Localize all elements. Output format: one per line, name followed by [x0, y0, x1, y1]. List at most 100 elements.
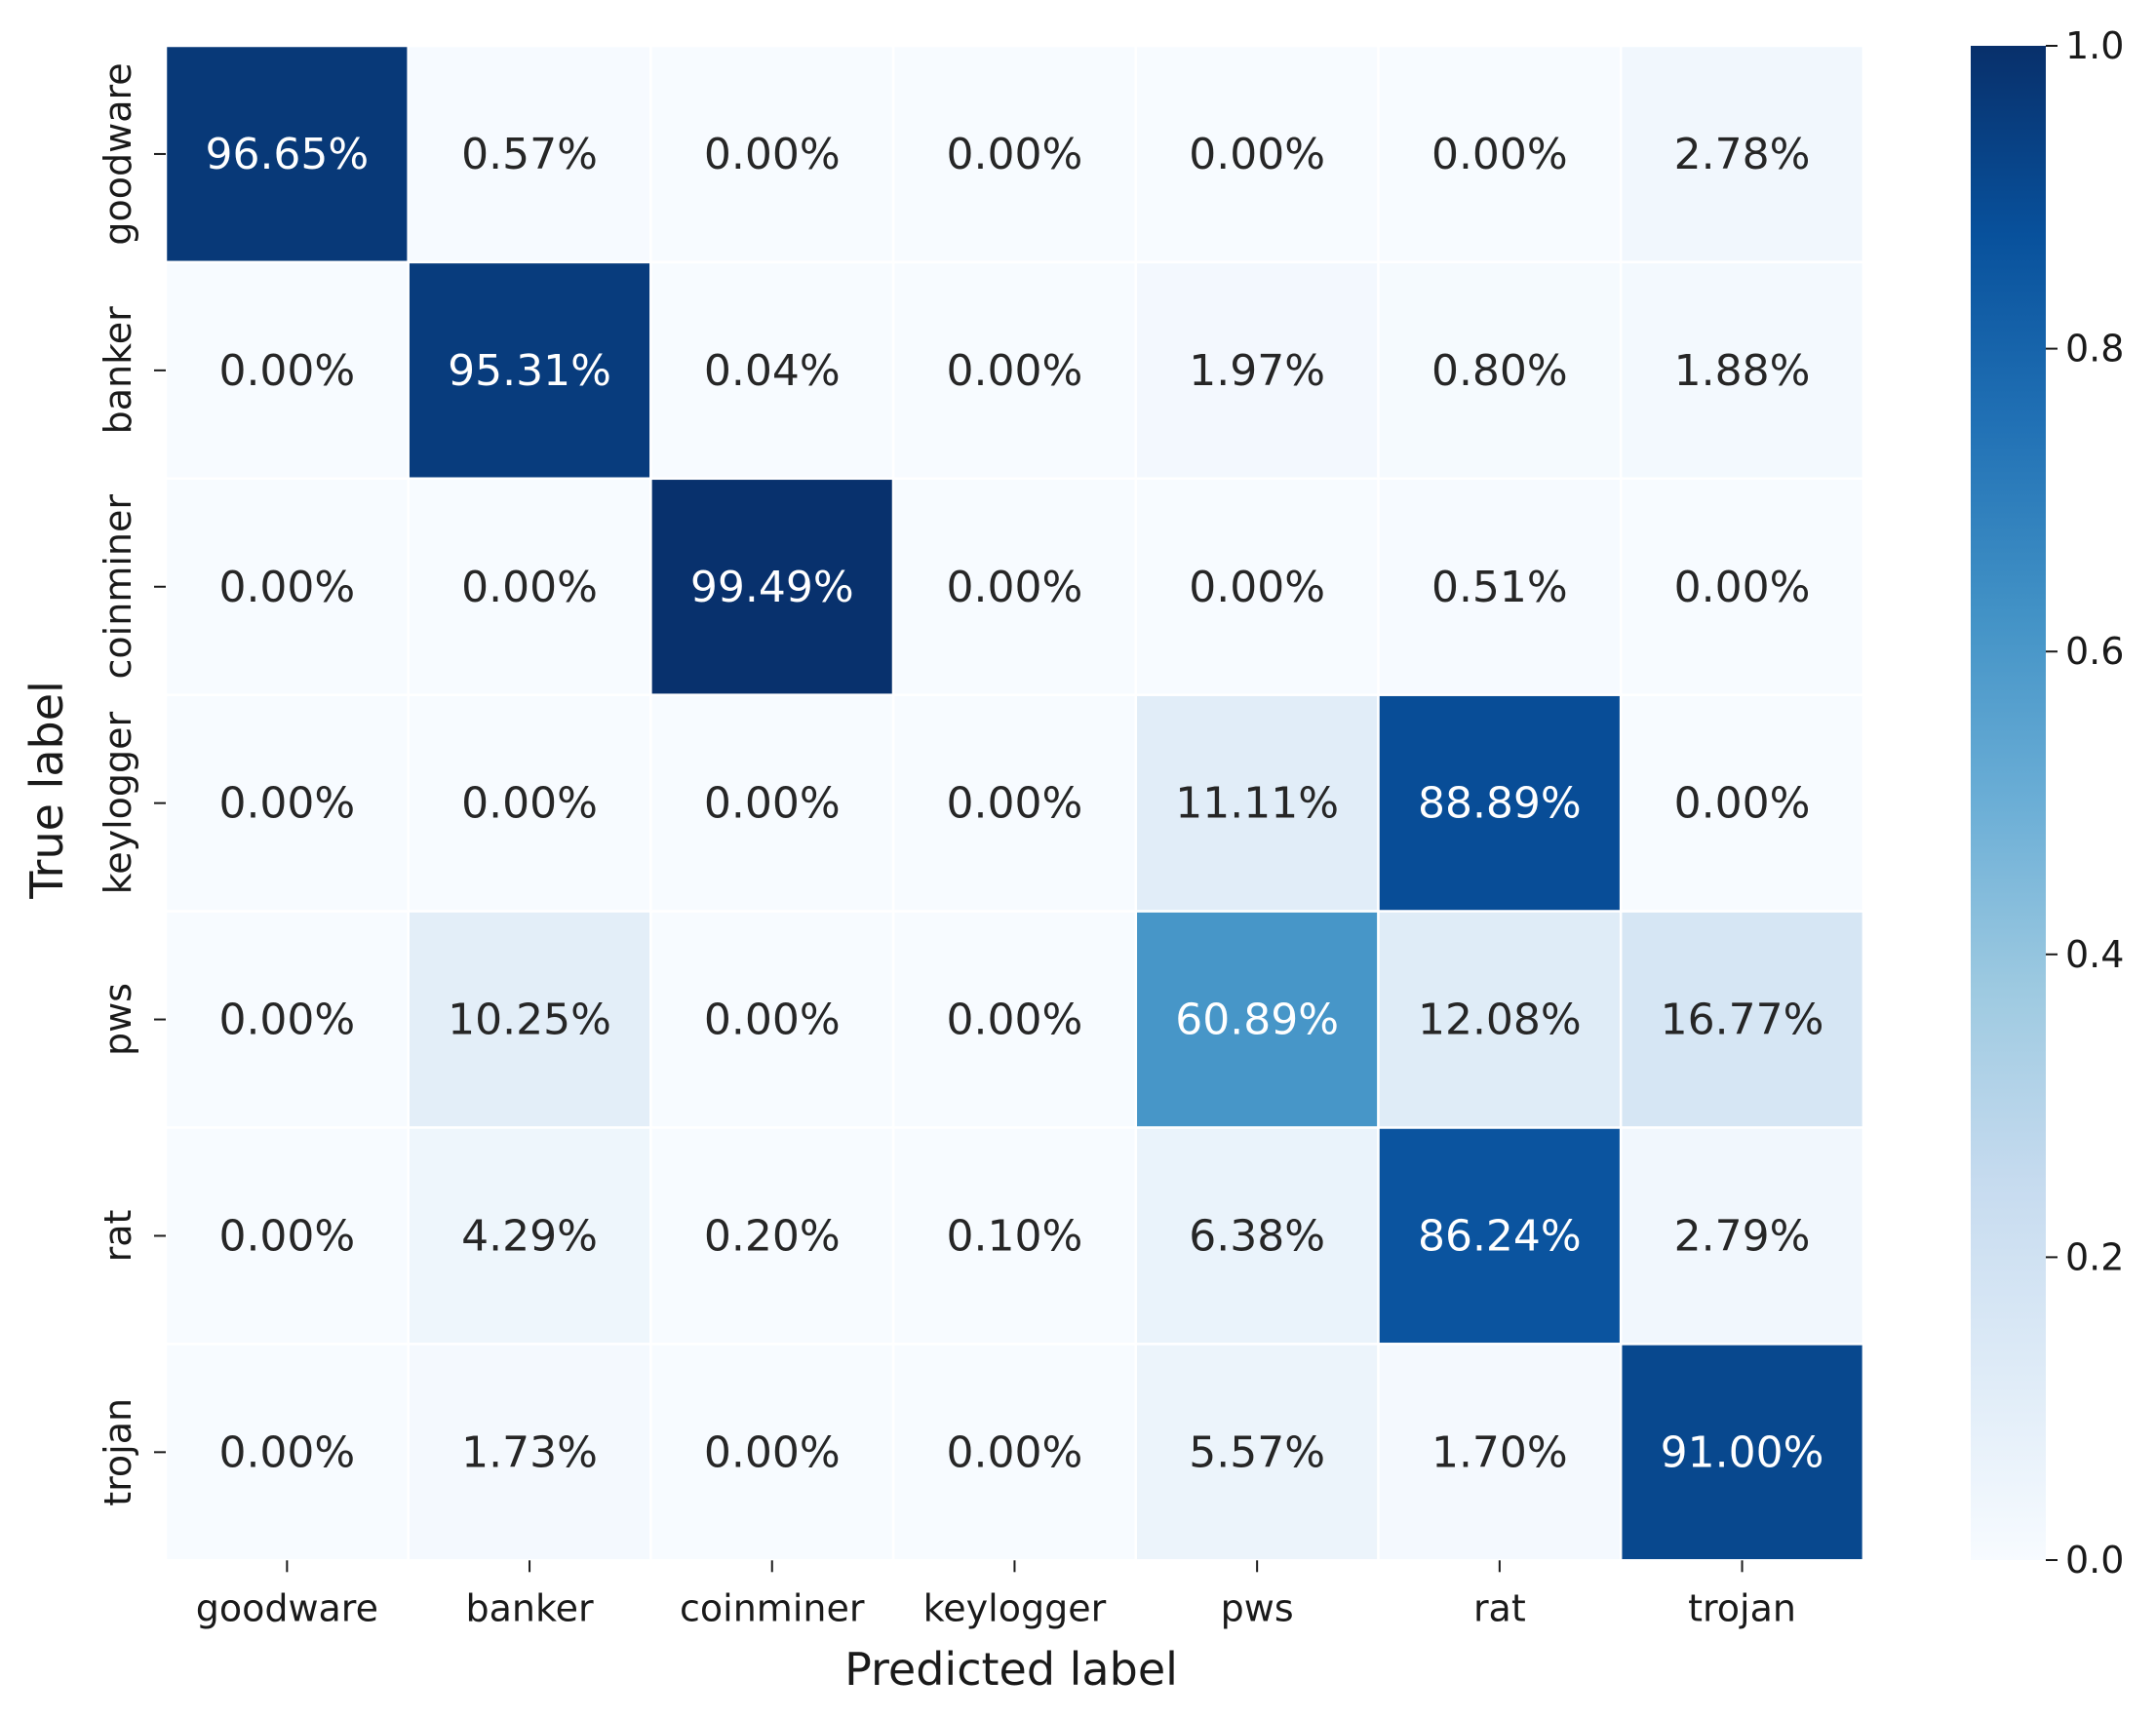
cell-annotation: 0.00% — [947, 130, 1083, 179]
heatmap-cell — [1377, 260, 1623, 481]
cell-annotation: 0.00% — [461, 563, 598, 612]
heatmap-cell — [649, 477, 895, 696]
x-tick-label: coinminer — [680, 1586, 865, 1629]
cell-annotation: 0.00% — [218, 346, 355, 396]
x-tick-label: trojan — [1688, 1586, 1796, 1629]
y-tick-label: pws — [97, 983, 139, 1056]
cell-annotation: 0.51% — [1431, 563, 1568, 612]
heatmap-cell — [1134, 477, 1380, 696]
cell-annotation: 0.00% — [704, 996, 841, 1045]
colorbar — [1971, 46, 2046, 1560]
cell-annotation: 0.00% — [1674, 563, 1811, 612]
cell-annotation: 0.00% — [461, 779, 598, 829]
heatmap-cell — [891, 693, 1138, 913]
heatmap-cell — [164, 44, 410, 264]
heatmap-cell — [1377, 44, 1623, 264]
cell-annotation: 0.00% — [218, 1427, 355, 1477]
cell-annotation: 0.00% — [218, 779, 355, 829]
y-tick-label: keylogger — [97, 711, 139, 894]
heatmap-cell — [891, 1343, 1138, 1562]
colorbar-tick-label: 0.2 — [2065, 1235, 2124, 1278]
cell-annotation: 2.78% — [1674, 130, 1811, 179]
heatmap-cell — [164, 477, 410, 696]
cell-annotation: 5.57% — [1189, 1427, 1325, 1477]
y-axis-title: True label — [20, 681, 73, 900]
colorbar-tick-label: 0.8 — [2065, 328, 2124, 371]
cell-annotation: 2.79% — [1674, 1211, 1811, 1261]
cell-annotation: 0.00% — [1431, 130, 1568, 179]
cell-annotation: 1.70% — [1431, 1427, 1568, 1477]
heatmap-cell — [1619, 693, 1865, 913]
heatmap-cell — [649, 1343, 895, 1562]
x-tick-label: banker — [465, 1586, 594, 1629]
heatmap-cell — [891, 44, 1138, 264]
heatmap-cell — [1377, 1343, 1623, 1562]
heatmap-cells — [164, 44, 1865, 1562]
y-tick-label: coinminer — [97, 494, 139, 680]
heatmap-cell — [1377, 477, 1623, 696]
heatmap-cell — [649, 910, 895, 1129]
cell-annotation: 95.31% — [448, 346, 611, 396]
y-tick-label: trojan — [97, 1398, 139, 1506]
heatmap-cell — [407, 44, 652, 264]
x-tick-label: rat — [1473, 1586, 1526, 1629]
cell-annotations: 96.65% 0.57% 0.00% 0.00% 0.00% 0.00% 2.78% 0.00… — [205, 130, 1823, 1477]
cell-annotation: 12.08% — [1418, 996, 1582, 1045]
cell-annotation: 0.00% — [947, 1427, 1083, 1477]
x-axis-title: Predicted label — [844, 1643, 1178, 1696]
colorbar-tick-label: 1.0 — [2065, 24, 2124, 67]
x-tick-label: goodware — [196, 1586, 378, 1629]
heatmap-cell — [164, 910, 410, 1129]
heatmap-cell — [407, 1126, 652, 1346]
cell-annotation: 0.00% — [1189, 130, 1325, 179]
cell-annotation: 16.77% — [1661, 996, 1824, 1045]
cell-annotation: 0.80% — [1431, 346, 1568, 396]
y-axis-ticks: goodware banker coinminer keylogger pws rat tr… — [97, 62, 166, 1506]
heatmap-cell — [649, 1126, 895, 1346]
cell-annotation: 0.00% — [947, 563, 1083, 612]
cell-annotation: 1.97% — [1189, 346, 1325, 396]
heatmap-cell — [649, 44, 895, 264]
cell-annotation: 60.89% — [1175, 996, 1339, 1045]
cell-annotation: 0.00% — [218, 563, 355, 612]
colorbar-tick-label: 0.0 — [2065, 1539, 2124, 1582]
x-tick-label: keylogger — [923, 1586, 1107, 1629]
heatmap-cell — [1134, 1343, 1380, 1562]
cell-annotation: 1.73% — [461, 1427, 598, 1477]
heatmap-cell — [1619, 1343, 1865, 1562]
heatmap-cell — [1619, 260, 1865, 481]
cell-annotation: 1.88% — [1674, 346, 1811, 396]
heatmap-cell — [164, 1126, 410, 1346]
cell-annotation: 0.57% — [461, 130, 598, 179]
y-tick-label: banker — [97, 306, 139, 435]
cell-annotation: 6.38% — [1189, 1211, 1325, 1261]
cell-annotation: 0.10% — [947, 1211, 1083, 1261]
heatmap-cell — [164, 693, 410, 913]
cell-annotation: 0.00% — [947, 346, 1083, 396]
colorbar-ticks: 0.0 0.2 0.4 0.6 0.8 1.0 — [2046, 24, 2124, 1582]
x-axis-ticks: goodware banker coinminer keylogger pws rat tr… — [196, 1560, 1796, 1629]
heatmap-cell — [1134, 1126, 1380, 1346]
cell-annotation: 0.00% — [1189, 563, 1325, 612]
cell-annotation: 88.89% — [1418, 779, 1582, 829]
cell-annotation: 10.25% — [448, 996, 611, 1045]
cell-annotation: 4.29% — [461, 1211, 598, 1261]
x-tick-label: pws — [1221, 1586, 1294, 1629]
cell-annotation: 0.20% — [704, 1211, 841, 1261]
heatmap-cell — [1134, 260, 1380, 481]
heatmap-cell — [1134, 44, 1380, 264]
heatmap-cell — [407, 477, 652, 696]
cell-annotation: 0.00% — [704, 779, 841, 829]
colorbar-tick-label: 0.4 — [2065, 933, 2124, 976]
heatmap-cell — [1619, 910, 1865, 1129]
cell-annotation: 0.00% — [218, 996, 355, 1045]
cell-annotation: 0.00% — [218, 1211, 355, 1261]
heatmap-cell — [407, 693, 652, 913]
cell-annotation: 96.65% — [205, 130, 369, 179]
cell-annotation: 86.24% — [1418, 1211, 1582, 1261]
y-tick-label: rat — [97, 1210, 139, 1263]
heatmap-cell — [164, 1343, 410, 1562]
heatmap-cell — [891, 477, 1138, 696]
heatmap-cell — [1619, 477, 1865, 696]
